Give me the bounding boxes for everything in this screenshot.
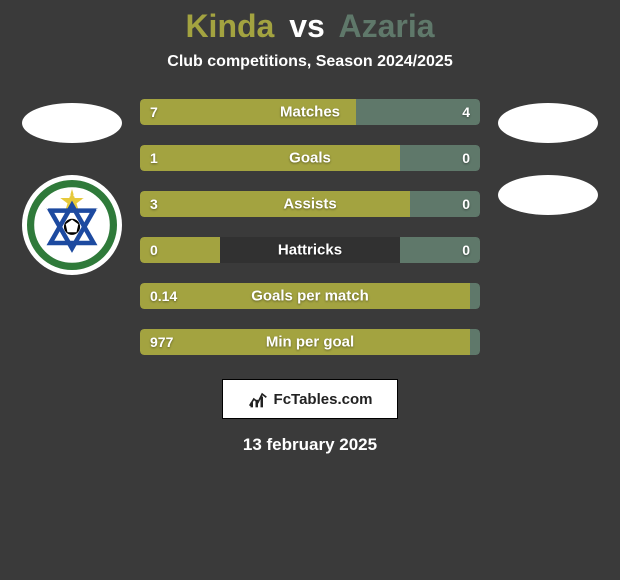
stat-value-right: 4 — [462, 104, 470, 120]
left-side: MACCABI HAIFA F.C מכבי חיפה — [22, 99, 122, 275]
brand-text: FcTables.com — [274, 391, 373, 408]
stat-row: Goals1 0 — [140, 145, 480, 171]
stat-label: Min per goal — [140, 334, 480, 351]
stat-value-left: 7 — [150, 104, 158, 120]
stat-row: Goals per match0.14 — [140, 283, 480, 309]
stat-value-left: 0.14 — [150, 288, 177, 304]
player1-avatar — [22, 103, 122, 143]
footer-date: 13 february 2025 — [0, 435, 620, 455]
title-player2: Azaria — [339, 8, 435, 44]
stat-label: Assists — [140, 196, 480, 213]
main-content: MACCABI HAIFA F.C מכבי חיפה Matches7 4 Goa… — [0, 99, 620, 355]
stat-label: Hattricks — [140, 242, 480, 259]
stat-bars: Matches74Goals10Assists30Hattricks00Goal… — [140, 99, 480, 355]
subtitle: Club competitions, Season 2024/2025 — [0, 53, 620, 71]
brand-badge: FcTables.com — [222, 379, 398, 419]
player1-club-badge: MACCABI HAIFA F.C מכבי חיפה — [22, 175, 122, 275]
stat-row: Min per goal977 — [140, 329, 480, 355]
stat-label: Goals per match — [140, 288, 480, 305]
stat-value-right: 0 — [462, 242, 470, 258]
page-title: Kinda vs Azaria — [0, 8, 620, 45]
club-crest-icon: MACCABI HAIFA F.C מכבי חיפה — [27, 180, 117, 270]
infographic-container: Kinda vs Azaria Club competitions, Seaso… — [0, 0, 620, 455]
stat-value-left: 977 — [150, 334, 173, 350]
stat-row: Assists3 0 — [140, 191, 480, 217]
stat-value-left: 0 — [150, 242, 158, 258]
stat-label: Goals — [140, 150, 480, 167]
stat-value-right: 0 — [462, 196, 470, 212]
title-player1: Kinda — [185, 8, 274, 44]
stat-value-left: 1 — [150, 150, 158, 166]
right-side — [498, 99, 598, 215]
title-vs: vs — [289, 8, 325, 44]
stat-value-right: 0 — [462, 150, 470, 166]
stat-row: Hattricks0 0 — [140, 237, 480, 263]
stat-label: Matches — [140, 104, 480, 121]
stat-row: Matches7 4 — [140, 99, 480, 125]
player2-avatar — [498, 103, 598, 143]
stat-value-left: 3 — [150, 196, 158, 212]
chart-icon — [248, 389, 268, 409]
player2-club-badge — [498, 175, 598, 215]
